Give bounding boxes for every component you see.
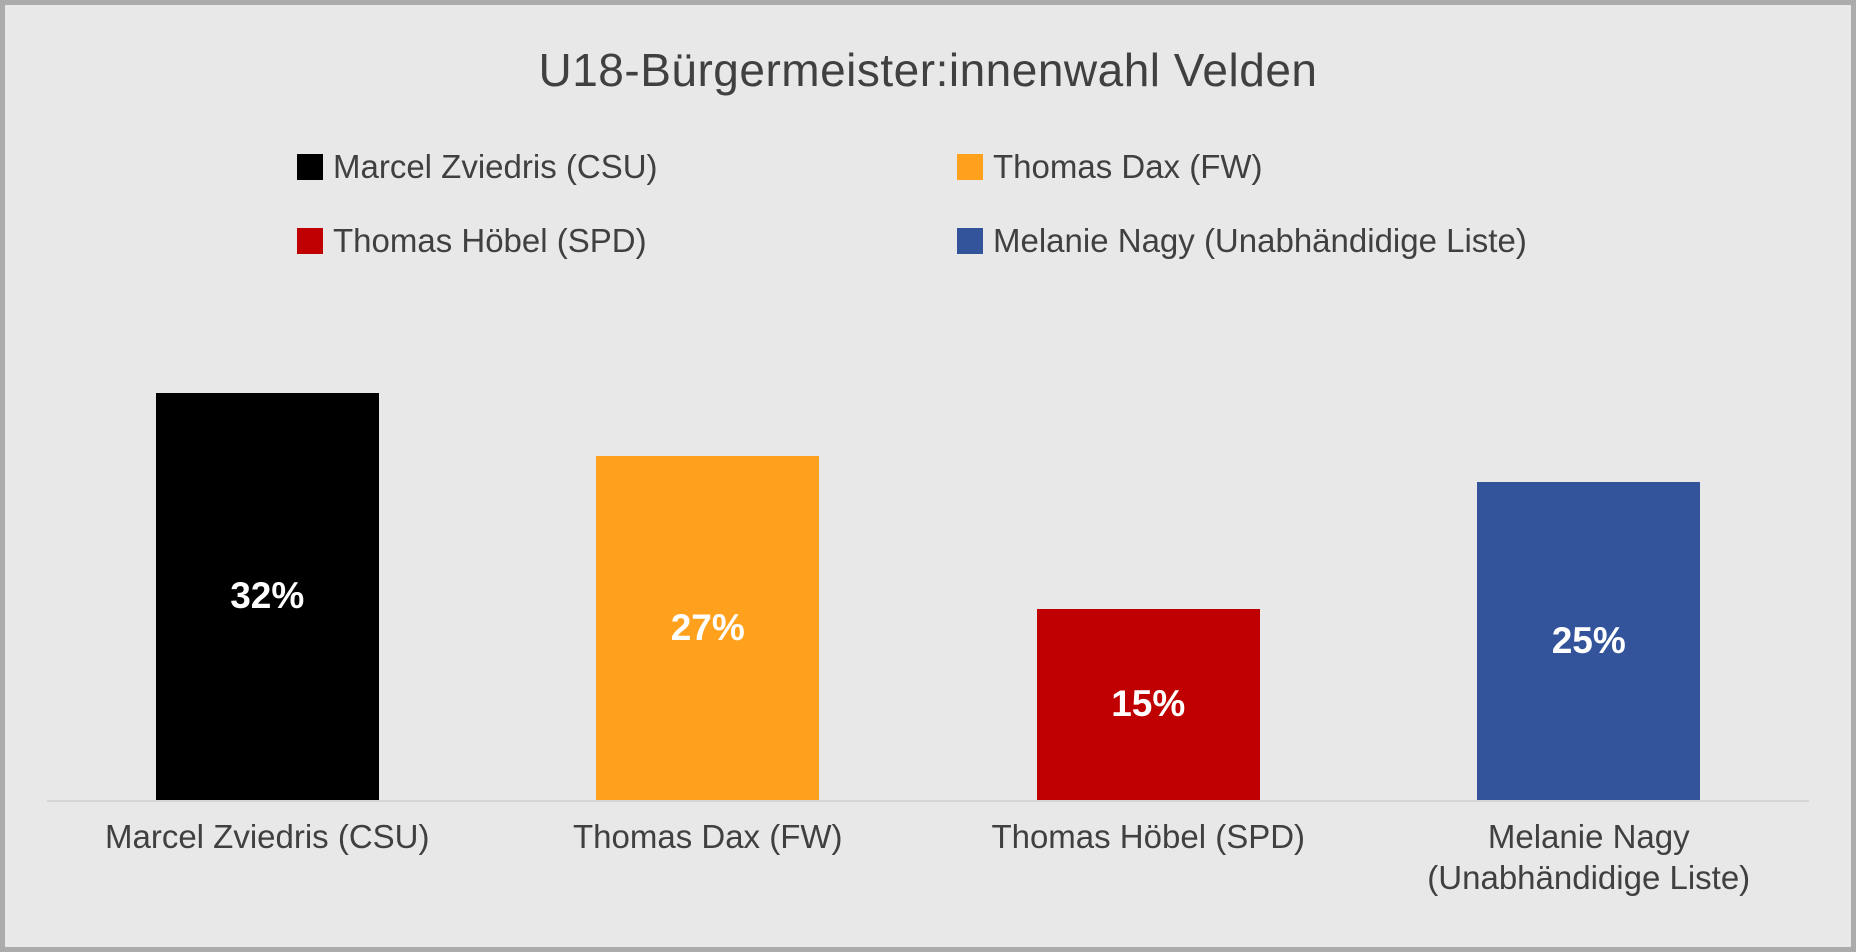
legend-swatch-icon (297, 228, 323, 255)
bar-column: 25% (1369, 332, 1810, 800)
bar-value-label: 25% (1551, 619, 1626, 661)
category-label: Marcel Zviedris (CSU) (104, 817, 430, 855)
bar: 15% (1036, 608, 1260, 800)
bar: 32% (155, 392, 379, 800)
category-axis-labels: Marcel Zviedris (CSU) Thomas Dax (FW) Th… (47, 816, 1809, 899)
legend: Marcel Zviedris (CSU) Thomas Dax (FW) Th… (297, 148, 1527, 260)
bar: 27% (596, 456, 820, 800)
bar-value-label: 32% (230, 575, 305, 617)
legend-swatch-icon (957, 228, 983, 255)
bar: 25% (1477, 481, 1701, 800)
plot-area x-axis: 32% 27% 15% 25% (47, 332, 1809, 802)
legend-label: Marcel Zviedris (CSU) (333, 148, 658, 185)
legend-item: Thomas Höbel (SPD) (297, 222, 957, 260)
legend-swatch-icon (957, 154, 983, 181)
legend-label: Melanie Nagy (Unabhändidige Liste) (993, 222, 1527, 260)
bar-value-label: 15% (1111, 683, 1186, 725)
legend-item: Melanie Nagy (Unabhändidige Liste) (957, 222, 1527, 260)
legend-swatch-icon (297, 154, 323, 181)
bar-column: 32% (47, 332, 488, 800)
bar-column: 15% (928, 332, 1369, 800)
category-label: Melanie Nagy (Unabhändidige Liste) (1427, 817, 1751, 896)
legend-item: Thomas Dax (FW) (957, 148, 1527, 185)
legend-label: Thomas Höbel (SPD) (333, 222, 647, 260)
bar-value-label: 27% (670, 606, 745, 648)
category-label: Thomas Dax (FW) (572, 817, 843, 855)
legend-label: Thomas Dax (FW) (993, 148, 1263, 185)
legend-item: Marcel Zviedris (CSU) (297, 148, 957, 185)
category-label: Thomas Höbel (SPD) (991, 817, 1306, 855)
bar-column: 27% (488, 332, 929, 800)
chart-title: U18-Bürgermeister:innenwahl Velden (538, 44, 1318, 96)
